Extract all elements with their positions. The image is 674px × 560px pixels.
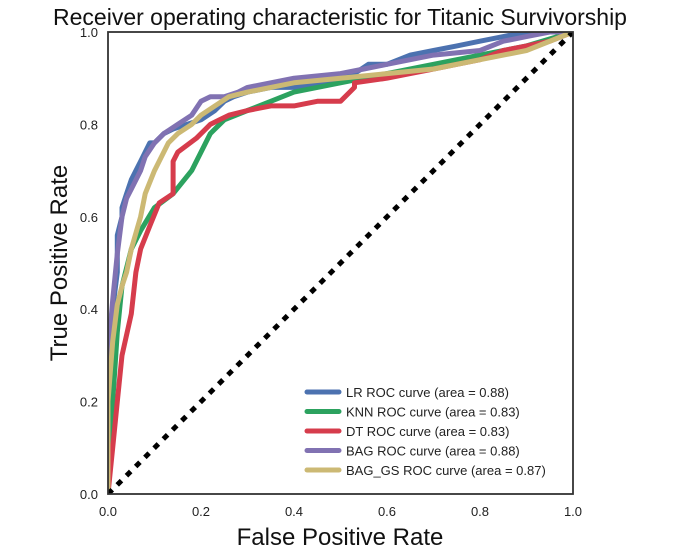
x-tick-label: 1.0 <box>564 504 582 519</box>
y-tick-label: 0.8 <box>80 117 98 132</box>
x-tick-label: 0.8 <box>471 504 489 519</box>
series-line-4 <box>108 32 573 494</box>
legend-label-1: LR ROC curve (area = 0.88) <box>346 385 509 400</box>
legend-label-4: BAG ROC curve (area = 0.88) <box>346 444 520 459</box>
x-tick-label: 0.4 <box>285 504 303 519</box>
plot-frame <box>107 31 574 495</box>
x-axis-ticks: 0.0 0.2 0.4 0.6 0.8 1.0 <box>99 504 582 519</box>
y-tick-label: 0.2 <box>80 395 98 410</box>
legend-label-2: KNN ROC curve (area = 0.83) <box>346 405 520 420</box>
y-axis-ticks: 0.0 0.2 0.4 0.6 0.8 1.0 <box>80 25 98 502</box>
series-group <box>108 32 573 494</box>
y-tick-label: 0.0 <box>80 487 98 502</box>
y-tick-label: 0.6 <box>80 210 98 225</box>
legend: LR ROC curve (area = 0.88) KNN ROC curve … <box>304 385 546 478</box>
x-tick-label: 0.2 <box>192 504 210 519</box>
y-axis-label: True Positive Rate <box>46 165 73 362</box>
series-line-5 <box>108 32 573 494</box>
y-tick-label: 1.0 <box>80 25 98 40</box>
diagonal-reference-line <box>108 32 573 494</box>
x-tick-label: 0.0 <box>99 504 117 519</box>
x-tick-label: 0.6 <box>378 504 396 519</box>
x-axis-label: False Positive Rate <box>237 524 444 551</box>
y-tick-label: 0.4 <box>80 302 98 317</box>
legend-label-5: BAG_GS ROC curve (area = 0.87) <box>346 463 546 478</box>
legend-label-3: DT ROC curve (area = 0.83) <box>346 424 509 439</box>
chart-title: Receiver operating characteristic for Ti… <box>53 4 627 30</box>
